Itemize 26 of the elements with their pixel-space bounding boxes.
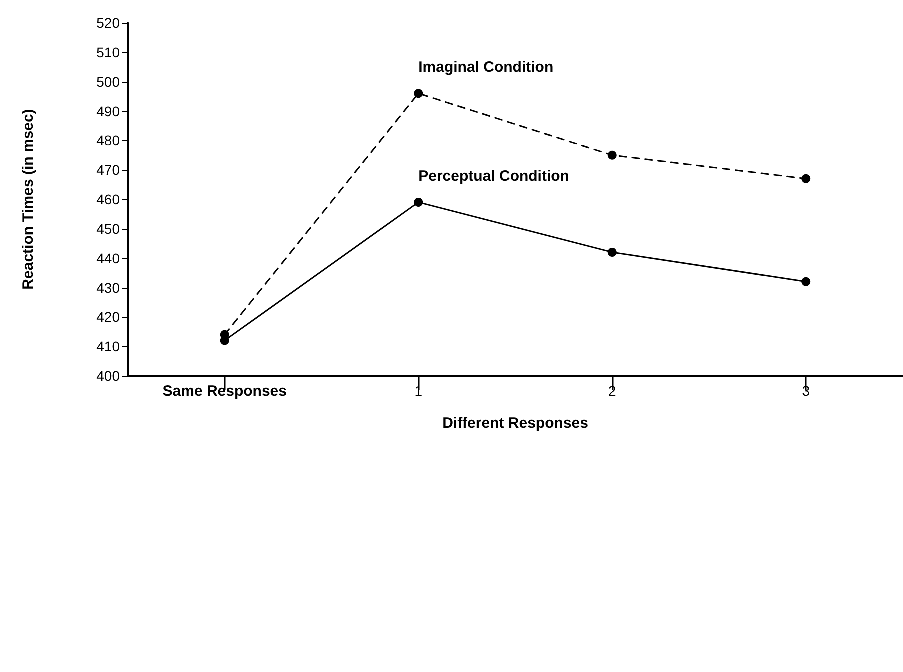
y-tick-label: 420 <box>96 309 120 326</box>
y-axis-title: Reaction Times (in msec) <box>20 109 37 290</box>
y-tick-label: 490 <box>96 103 120 120</box>
y-tick-label: 470 <box>96 162 120 178</box>
series-label: Perceptual Condition <box>418 168 570 185</box>
y-tick-label: 500 <box>96 74 120 90</box>
y-tick-label: 510 <box>96 44 120 60</box>
y-tick-label: 450 <box>96 220 120 237</box>
y-tick-label: 430 <box>96 280 120 296</box>
x-axis-title: Different Responses <box>442 415 588 432</box>
x-tick-label: 2 <box>608 383 616 399</box>
x-tick-label: Same Responses <box>162 383 287 400</box>
y-tick-label: 520 <box>96 15 120 31</box>
y-tick-label: 460 <box>96 192 120 208</box>
point <box>414 89 424 98</box>
point <box>608 150 617 160</box>
point <box>414 198 424 207</box>
series-label: Imaginal Condition <box>418 59 554 76</box>
point <box>802 277 811 286</box>
point <box>802 174 811 184</box>
y-tick-label: 440 <box>96 250 120 266</box>
point <box>608 248 617 257</box>
y-tick-label: 400 <box>96 368 120 384</box>
y-tick-label: 410 <box>96 338 120 355</box>
x-tick-label: 3 <box>802 383 810 399</box>
y-tick-label: 480 <box>96 132 120 149</box>
